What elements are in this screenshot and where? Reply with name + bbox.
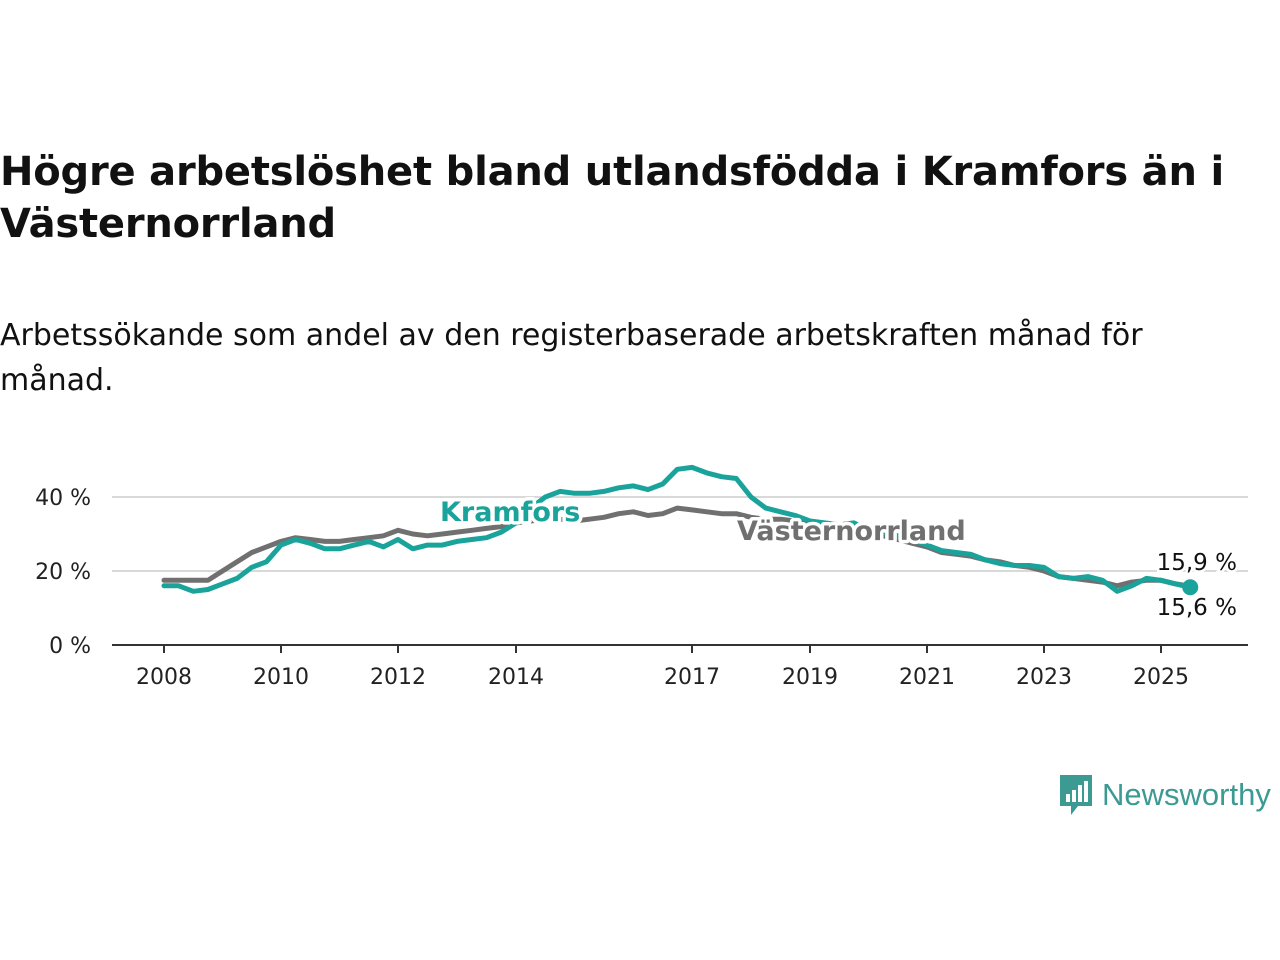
x-tick-label: 2017 [664, 665, 720, 690]
x-tick-label: 2012 [370, 665, 426, 690]
end-label-kramfors: 15,6 % [1157, 595, 1237, 621]
series-label-vasternorrland: Västernorrland [737, 516, 966, 547]
x-tick-label: 2010 [253, 665, 309, 690]
x-tick-label: 2019 [782, 665, 838, 690]
series-layer [161, 464, 1199, 596]
x-tick-label: 2014 [488, 665, 544, 690]
label-layer: Kramfors Västernorrland 15,9 % 15,6 % [437, 494, 1240, 624]
x-axis: 2008 2010 2012 2014 2017 2019 2021 2023 2025 [112, 644, 1248, 690]
brand-name: Newsworthy [1102, 777, 1271, 812]
series-line-kramfors [161, 464, 1193, 594]
series-label-kramfors: Kramfors [440, 497, 580, 528]
x-tick-label: 2021 [899, 665, 955, 690]
x-tick-label: 2025 [1133, 665, 1189, 690]
y-tick-label: 0 % [49, 634, 91, 659]
newsworthy-logo: Newsworthy [1058, 772, 1271, 818]
grid-layer [112, 496, 1248, 572]
line-chart: 0 % 20 % 40 % 2008 2010 2012 2014 2017 2019 2021… [35, 464, 1248, 690]
x-tick-label: 2023 [1016, 665, 1072, 690]
kramfors-end-point [1182, 579, 1199, 596]
newsworthy-bar-chart-icon [1060, 775, 1092, 815]
x-tick-label: 2008 [136, 665, 192, 690]
y-tick-label: 40 % [35, 486, 91, 511]
chart-title: Högre arbetslöshet bland utlandsfödda i … [0, 149, 1224, 247]
end-label-vasternorrland: 15,9 % [1157, 550, 1237, 576]
y-tick-label: 20 % [35, 560, 91, 585]
chart-subtitle: Arbetssökande som andel av den registerb… [0, 318, 1143, 398]
y-axis: 0 % 20 % 40 % [35, 486, 91, 659]
